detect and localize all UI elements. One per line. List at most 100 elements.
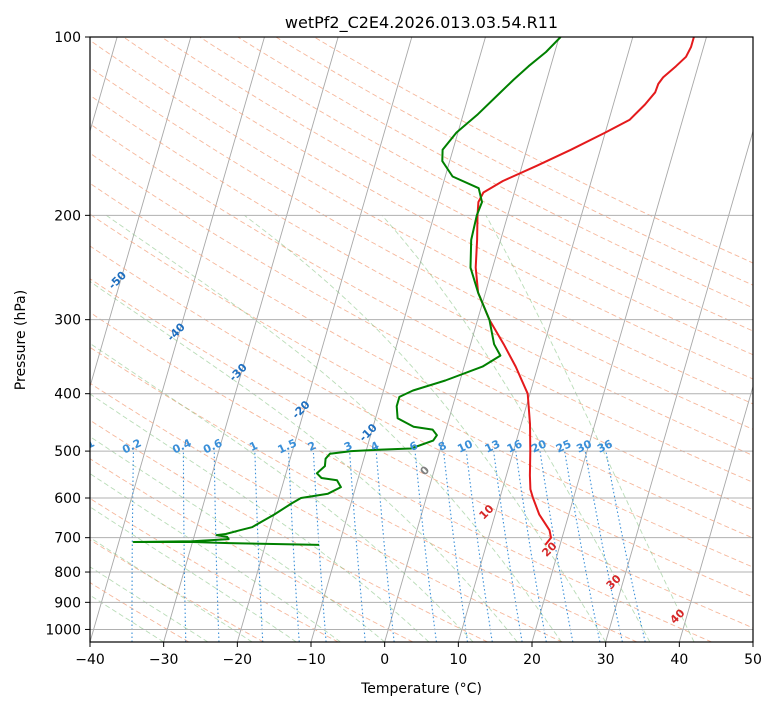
isotherm-line xyxy=(678,384,753,642)
moist-adiabat-line xyxy=(90,506,297,642)
dry-adiabat-line xyxy=(90,245,753,598)
isoline-labels: -100-90-80-70-60-50-40-30-20-10010203040… xyxy=(0,171,688,627)
mixing-ratio-label: 0.6 xyxy=(201,436,224,456)
dry-adiabat-line xyxy=(237,37,753,309)
y-tick-label: 800 xyxy=(54,565,81,581)
isotherm-line xyxy=(605,129,753,642)
moist-adiabat-line xyxy=(244,214,607,642)
moist-adiabat-line xyxy=(90,537,253,642)
x-axis-ticks: −40 −30 −20 −10 0 10 20 30 40 50 xyxy=(75,642,762,668)
plot-frame xyxy=(89,36,754,643)
y-tick-label: 400 xyxy=(54,387,81,403)
mixing-ratio-line xyxy=(131,451,134,642)
mixing-ratio-line xyxy=(375,451,395,642)
mixing-ratio-line xyxy=(312,451,327,642)
moist-adiabat-line xyxy=(90,566,209,642)
mixing-ratio-line xyxy=(288,451,300,642)
moist-adiabat-line xyxy=(381,215,651,642)
pressure-gridlines xyxy=(90,37,753,630)
moist-adiabat-line xyxy=(90,436,385,642)
y-tick-label: 900 xyxy=(54,595,81,611)
isotherm-line xyxy=(752,640,753,642)
mixing-ratio-line xyxy=(182,451,187,642)
dry-adiabat-line xyxy=(90,458,414,642)
dry-adiabat-line xyxy=(90,346,638,642)
isotherm-label: -50 xyxy=(106,269,129,292)
mixing-ratio-label: 13 xyxy=(483,437,502,455)
isotherm-label: -10 xyxy=(357,421,380,444)
mixing-ratio-line xyxy=(465,451,493,642)
dry-adiabat-line xyxy=(90,382,563,642)
mixing-ratio-label: 16 xyxy=(505,437,525,455)
mixing-ratio-label: 1 xyxy=(247,439,259,454)
x-tick-label: −20 xyxy=(223,652,253,668)
y-tick-label: 200 xyxy=(54,208,81,224)
dry-adiabat-line xyxy=(275,37,753,286)
dry-adiabat-line xyxy=(90,497,339,642)
x-axis-label: Temperature (°C) xyxy=(360,681,482,697)
mixing-ratio-label: 4 xyxy=(369,439,382,454)
mixing-ratio-line xyxy=(584,451,623,642)
dry-adiabat-line xyxy=(90,182,753,539)
mixing-ratio-line xyxy=(564,451,601,642)
isotherm-label: 0 xyxy=(418,463,433,478)
dry-adiabat-line xyxy=(90,278,753,629)
isotherm-line xyxy=(310,37,486,642)
mixing-ratio-line xyxy=(414,451,437,642)
isotherm-line xyxy=(236,37,413,642)
x-tick-label: 30 xyxy=(597,652,615,668)
dry-adiabat-line xyxy=(90,39,753,405)
x-tick-label: 0 xyxy=(380,652,389,668)
profile-line xyxy=(474,37,695,546)
y-tick-label: 700 xyxy=(54,531,81,547)
isotherm-label: -20 xyxy=(289,398,312,421)
isotherm-label: -40 xyxy=(165,320,188,343)
mixing-ratio-line xyxy=(493,451,523,642)
dry-adiabat-line xyxy=(161,37,753,356)
dry-adiabat-line xyxy=(90,539,264,642)
y-tick-label: 100 xyxy=(54,30,81,46)
profile-series xyxy=(132,37,695,546)
isotherm-line xyxy=(163,37,339,642)
moist-adiabat-line xyxy=(485,215,695,642)
mixing-ratio-line xyxy=(605,451,646,642)
isotherm-line xyxy=(457,37,634,642)
x-tick-label: 50 xyxy=(744,652,762,668)
isotherm-line xyxy=(90,37,265,642)
mixing-ratio-label: 8 xyxy=(436,439,448,454)
mixing-ratio-label: 10 xyxy=(455,437,475,455)
dry-adiabat-line xyxy=(90,582,190,642)
moist-adiabat-line xyxy=(105,214,562,642)
y-tick-label: 500 xyxy=(54,444,81,460)
moist-adiabat-line xyxy=(90,280,518,642)
chart-title: wetPf2_C2E4.2026.013.03.54.R11 xyxy=(285,13,558,33)
isotherm-label: -70 xyxy=(0,171,10,194)
mixing-ratio-label: 25 xyxy=(554,437,573,455)
mixing-ratio-label: 0.4 xyxy=(170,436,193,456)
mixing-ratio-label: 20 xyxy=(529,437,549,455)
x-tick-label: 20 xyxy=(523,652,541,668)
mixing-ratio-line xyxy=(349,451,366,642)
isotherm-line xyxy=(384,37,560,642)
mixing-ratio-label: 0.2 xyxy=(120,436,143,456)
mixing-ratio-label: 0.1 xyxy=(73,436,96,456)
isotherm-label: -30 xyxy=(227,361,250,384)
dry-adiabat-line xyxy=(123,37,753,380)
isotherm-line xyxy=(90,37,192,389)
x-tick-label: −40 xyxy=(75,652,105,668)
dry-adiabat-line xyxy=(90,213,753,568)
y-tick-label: 300 xyxy=(54,313,81,329)
moist-adiabat-line xyxy=(90,594,164,642)
dry-adiabat-line xyxy=(90,66,753,430)
profile-line xyxy=(132,37,562,546)
moist-adiabat-line xyxy=(90,473,341,642)
dry-adiabat-line xyxy=(199,37,753,332)
y-axis-label: Pressure (hPa) xyxy=(13,290,29,390)
x-tick-label: 40 xyxy=(670,652,688,668)
y-tick-label: 600 xyxy=(54,491,81,507)
mixing-ratio-label: 30 xyxy=(574,437,594,455)
moist-adiabat-line xyxy=(90,342,474,642)
mixing-ratio-line xyxy=(82,451,87,642)
isotherm-line xyxy=(531,37,707,642)
